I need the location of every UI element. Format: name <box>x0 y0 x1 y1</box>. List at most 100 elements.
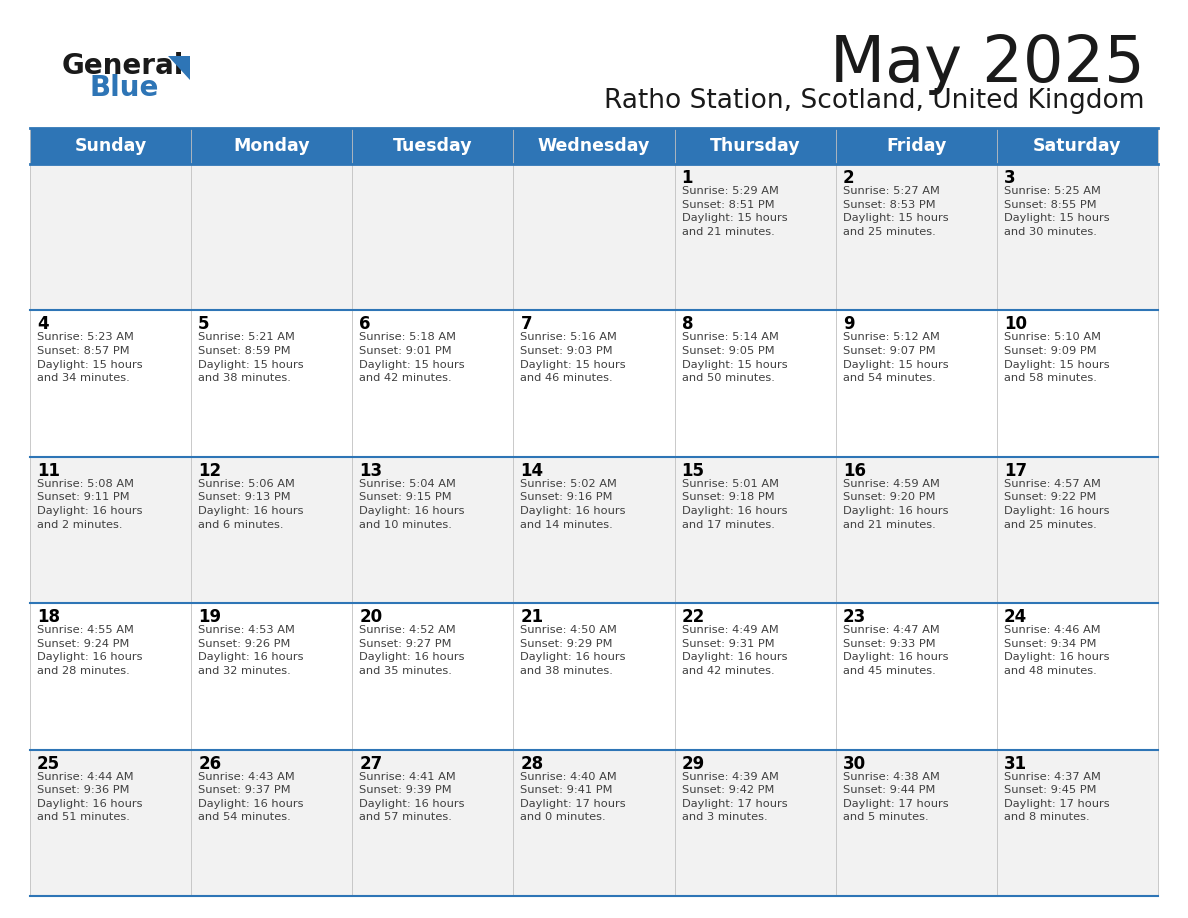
Text: 3: 3 <box>1004 169 1016 187</box>
Bar <box>513 310 675 457</box>
Text: 4: 4 <box>37 316 49 333</box>
Text: Sunrise: 4:40 AM
Sunset: 9:41 PM
Daylight: 17 hours
and 0 minutes.: Sunrise: 4:40 AM Sunset: 9:41 PM Dayligh… <box>520 772 626 823</box>
Text: 23: 23 <box>842 609 866 626</box>
Text: 28: 28 <box>520 755 544 773</box>
Text: 11: 11 <box>37 462 61 480</box>
Bar <box>30 603 191 750</box>
Bar <box>997 603 1158 750</box>
Text: Sunrise: 4:41 AM
Sunset: 9:39 PM
Daylight: 16 hours
and 57 minutes.: Sunrise: 4:41 AM Sunset: 9:39 PM Dayligh… <box>359 772 465 823</box>
Bar <box>997 164 1158 310</box>
Bar <box>997 457 1158 603</box>
Text: 22: 22 <box>682 609 704 626</box>
Text: Sunrise: 4:44 AM
Sunset: 9:36 PM
Daylight: 16 hours
and 51 minutes.: Sunrise: 4:44 AM Sunset: 9:36 PM Dayligh… <box>37 772 143 823</box>
Text: Sunrise: 5:01 AM
Sunset: 9:18 PM
Daylight: 16 hours
and 17 minutes.: Sunrise: 5:01 AM Sunset: 9:18 PM Dayligh… <box>682 479 788 530</box>
Bar <box>675 310 835 457</box>
Bar <box>191 310 353 457</box>
Bar <box>513 750 675 896</box>
Text: Sunrise: 5:16 AM
Sunset: 9:03 PM
Daylight: 15 hours
and 46 minutes.: Sunrise: 5:16 AM Sunset: 9:03 PM Dayligh… <box>520 332 626 383</box>
Text: 6: 6 <box>359 316 371 333</box>
Bar <box>675 603 835 750</box>
Text: 25: 25 <box>37 755 61 773</box>
Text: Blue: Blue <box>90 74 159 102</box>
Text: Sunrise: 5:12 AM
Sunset: 9:07 PM
Daylight: 15 hours
and 54 minutes.: Sunrise: 5:12 AM Sunset: 9:07 PM Dayligh… <box>842 332 948 383</box>
Text: 19: 19 <box>198 609 221 626</box>
Text: 26: 26 <box>198 755 221 773</box>
Bar <box>353 750 513 896</box>
Bar <box>835 457 997 603</box>
Text: 18: 18 <box>37 609 61 626</box>
Text: 15: 15 <box>682 462 704 480</box>
Polygon shape <box>168 56 190 80</box>
Bar <box>997 750 1158 896</box>
Text: Saturday: Saturday <box>1034 137 1121 155</box>
Bar <box>835 750 997 896</box>
Text: 17: 17 <box>1004 462 1026 480</box>
Text: Sunrise: 4:52 AM
Sunset: 9:27 PM
Daylight: 16 hours
and 35 minutes.: Sunrise: 4:52 AM Sunset: 9:27 PM Dayligh… <box>359 625 465 676</box>
Bar <box>835 310 997 457</box>
Text: Sunrise: 4:53 AM
Sunset: 9:26 PM
Daylight: 16 hours
and 32 minutes.: Sunrise: 4:53 AM Sunset: 9:26 PM Dayligh… <box>198 625 304 676</box>
Bar <box>997 310 1158 457</box>
Bar <box>30 128 1158 164</box>
Bar <box>675 457 835 603</box>
Bar <box>353 457 513 603</box>
Text: Sunrise: 5:21 AM
Sunset: 8:59 PM
Daylight: 15 hours
and 38 minutes.: Sunrise: 5:21 AM Sunset: 8:59 PM Dayligh… <box>198 332 304 383</box>
Text: 24: 24 <box>1004 609 1028 626</box>
Text: Thursday: Thursday <box>710 137 801 155</box>
Bar <box>675 164 835 310</box>
Bar <box>30 457 191 603</box>
Text: Sunrise: 5:27 AM
Sunset: 8:53 PM
Daylight: 15 hours
and 25 minutes.: Sunrise: 5:27 AM Sunset: 8:53 PM Dayligh… <box>842 186 948 237</box>
Text: 9: 9 <box>842 316 854 333</box>
Text: Sunrise: 5:04 AM
Sunset: 9:15 PM
Daylight: 16 hours
and 10 minutes.: Sunrise: 5:04 AM Sunset: 9:15 PM Dayligh… <box>359 479 465 530</box>
Text: Tuesday: Tuesday <box>393 137 473 155</box>
Text: Sunrise: 5:02 AM
Sunset: 9:16 PM
Daylight: 16 hours
and 14 minutes.: Sunrise: 5:02 AM Sunset: 9:16 PM Dayligh… <box>520 479 626 530</box>
Text: Ratho Station, Scotland, United Kingdom: Ratho Station, Scotland, United Kingdom <box>605 88 1145 114</box>
Text: 13: 13 <box>359 462 383 480</box>
Bar <box>191 457 353 603</box>
Text: General: General <box>62 52 184 80</box>
Bar <box>353 310 513 457</box>
Text: Sunrise: 5:10 AM
Sunset: 9:09 PM
Daylight: 15 hours
and 58 minutes.: Sunrise: 5:10 AM Sunset: 9:09 PM Dayligh… <box>1004 332 1110 383</box>
Text: Sunrise: 4:37 AM
Sunset: 9:45 PM
Daylight: 17 hours
and 8 minutes.: Sunrise: 4:37 AM Sunset: 9:45 PM Dayligh… <box>1004 772 1110 823</box>
Text: Sunrise: 5:25 AM
Sunset: 8:55 PM
Daylight: 15 hours
and 30 minutes.: Sunrise: 5:25 AM Sunset: 8:55 PM Dayligh… <box>1004 186 1110 237</box>
Text: 5: 5 <box>198 316 209 333</box>
Bar <box>30 750 191 896</box>
Text: Sunrise: 5:29 AM
Sunset: 8:51 PM
Daylight: 15 hours
and 21 minutes.: Sunrise: 5:29 AM Sunset: 8:51 PM Dayligh… <box>682 186 788 237</box>
Bar <box>675 750 835 896</box>
Text: Sunrise: 5:08 AM
Sunset: 9:11 PM
Daylight: 16 hours
and 2 minutes.: Sunrise: 5:08 AM Sunset: 9:11 PM Dayligh… <box>37 479 143 530</box>
Text: 21: 21 <box>520 609 544 626</box>
Text: Sunrise: 5:23 AM
Sunset: 8:57 PM
Daylight: 15 hours
and 34 minutes.: Sunrise: 5:23 AM Sunset: 8:57 PM Dayligh… <box>37 332 143 383</box>
Text: Sunrise: 4:57 AM
Sunset: 9:22 PM
Daylight: 16 hours
and 25 minutes.: Sunrise: 4:57 AM Sunset: 9:22 PM Dayligh… <box>1004 479 1110 530</box>
Text: Sunrise: 5:18 AM
Sunset: 9:01 PM
Daylight: 15 hours
and 42 minutes.: Sunrise: 5:18 AM Sunset: 9:01 PM Dayligh… <box>359 332 465 383</box>
Text: 2: 2 <box>842 169 854 187</box>
Text: 8: 8 <box>682 316 693 333</box>
Bar <box>353 164 513 310</box>
Text: Sunrise: 4:39 AM
Sunset: 9:42 PM
Daylight: 17 hours
and 3 minutes.: Sunrise: 4:39 AM Sunset: 9:42 PM Dayligh… <box>682 772 788 823</box>
Bar <box>30 310 191 457</box>
Bar <box>191 603 353 750</box>
Text: Sunrise: 4:47 AM
Sunset: 9:33 PM
Daylight: 16 hours
and 45 minutes.: Sunrise: 4:47 AM Sunset: 9:33 PM Dayligh… <box>842 625 948 676</box>
Bar <box>513 457 675 603</box>
Text: 14: 14 <box>520 462 544 480</box>
Text: Monday: Monday <box>233 137 310 155</box>
Text: Sunrise: 5:14 AM
Sunset: 9:05 PM
Daylight: 15 hours
and 50 minutes.: Sunrise: 5:14 AM Sunset: 9:05 PM Dayligh… <box>682 332 788 383</box>
Bar <box>835 164 997 310</box>
Text: Sunrise: 4:38 AM
Sunset: 9:44 PM
Daylight: 17 hours
and 5 minutes.: Sunrise: 4:38 AM Sunset: 9:44 PM Dayligh… <box>842 772 948 823</box>
Text: Sunrise: 4:43 AM
Sunset: 9:37 PM
Daylight: 16 hours
and 54 minutes.: Sunrise: 4:43 AM Sunset: 9:37 PM Dayligh… <box>198 772 304 823</box>
Bar <box>513 603 675 750</box>
Text: May 2025: May 2025 <box>830 33 1145 95</box>
Text: Sunrise: 4:50 AM
Sunset: 9:29 PM
Daylight: 16 hours
and 38 minutes.: Sunrise: 4:50 AM Sunset: 9:29 PM Dayligh… <box>520 625 626 676</box>
Text: Friday: Friday <box>886 137 947 155</box>
Bar <box>835 603 997 750</box>
Text: 7: 7 <box>520 316 532 333</box>
Bar <box>353 603 513 750</box>
Text: 31: 31 <box>1004 755 1026 773</box>
Text: 16: 16 <box>842 462 866 480</box>
Text: 20: 20 <box>359 609 383 626</box>
Bar <box>191 750 353 896</box>
Text: 27: 27 <box>359 755 383 773</box>
Text: 30: 30 <box>842 755 866 773</box>
Text: 12: 12 <box>198 462 221 480</box>
Text: Wednesday: Wednesday <box>538 137 650 155</box>
Text: Sunrise: 4:59 AM
Sunset: 9:20 PM
Daylight: 16 hours
and 21 minutes.: Sunrise: 4:59 AM Sunset: 9:20 PM Dayligh… <box>842 479 948 530</box>
Bar <box>30 164 191 310</box>
